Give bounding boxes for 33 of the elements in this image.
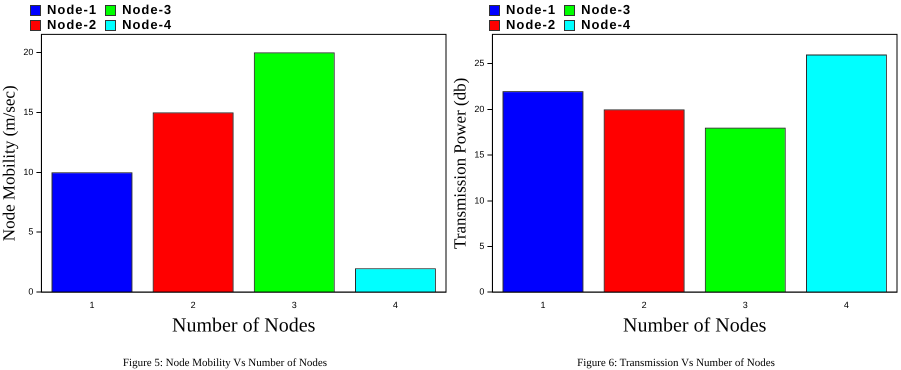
y-axis-title: Node Mobility (m/sec): [0, 85, 19, 242]
y-tick-label: 25: [474, 58, 484, 68]
y-tick-label: 10: [23, 166, 34, 177]
x-axis-title: Number of Nodes: [172, 314, 316, 336]
y-tick-label: 15: [23, 106, 34, 117]
y-tick-label: 15: [474, 150, 484, 160]
y-tick-label: 0: [479, 286, 484, 297]
legend-label: Node-4: [580, 17, 632, 32]
y-axis-title: Transmission Power (db): [450, 78, 470, 249]
x-axis-title: Number of Nodes: [623, 314, 767, 336]
legend-label: Node-4: [121, 17, 172, 32]
y-tick-label: 10: [474, 195, 484, 206]
legend-label: Node-1: [505, 2, 556, 17]
x-tick-label: 1: [540, 300, 546, 310]
x-tick-label: 2: [190, 300, 196, 310]
x-tick-label: 2: [642, 300, 647, 310]
y-tick-label: 20: [23, 46, 34, 57]
y-tick-label: 5: [479, 240, 484, 251]
legend-label: Node-3: [580, 2, 632, 17]
x-tick-label: 4: [844, 300, 849, 310]
y-tick-label: 0: [28, 286, 34, 297]
x-tick-label: 1: [89, 300, 94, 310]
x-tick-label: 3: [292, 300, 297, 310]
legend-label: Node-3: [121, 2, 172, 17]
legend-label: Node-2: [505, 17, 556, 32]
y-tick-label: 20: [474, 104, 484, 114]
caption: Figure 6: Transmission Vs Number of Nodes: [576, 357, 776, 369]
caption: Figure 5: Node Mobility Vs Number of Nodes: [122, 357, 328, 369]
x-tick-label: 4: [392, 300, 398, 310]
legend-label: Node-1: [46, 2, 98, 17]
x-tick-label: 3: [742, 300, 748, 310]
legend-label: Node-2: [46, 17, 98, 32]
y-tick-label: 5: [28, 226, 34, 237]
